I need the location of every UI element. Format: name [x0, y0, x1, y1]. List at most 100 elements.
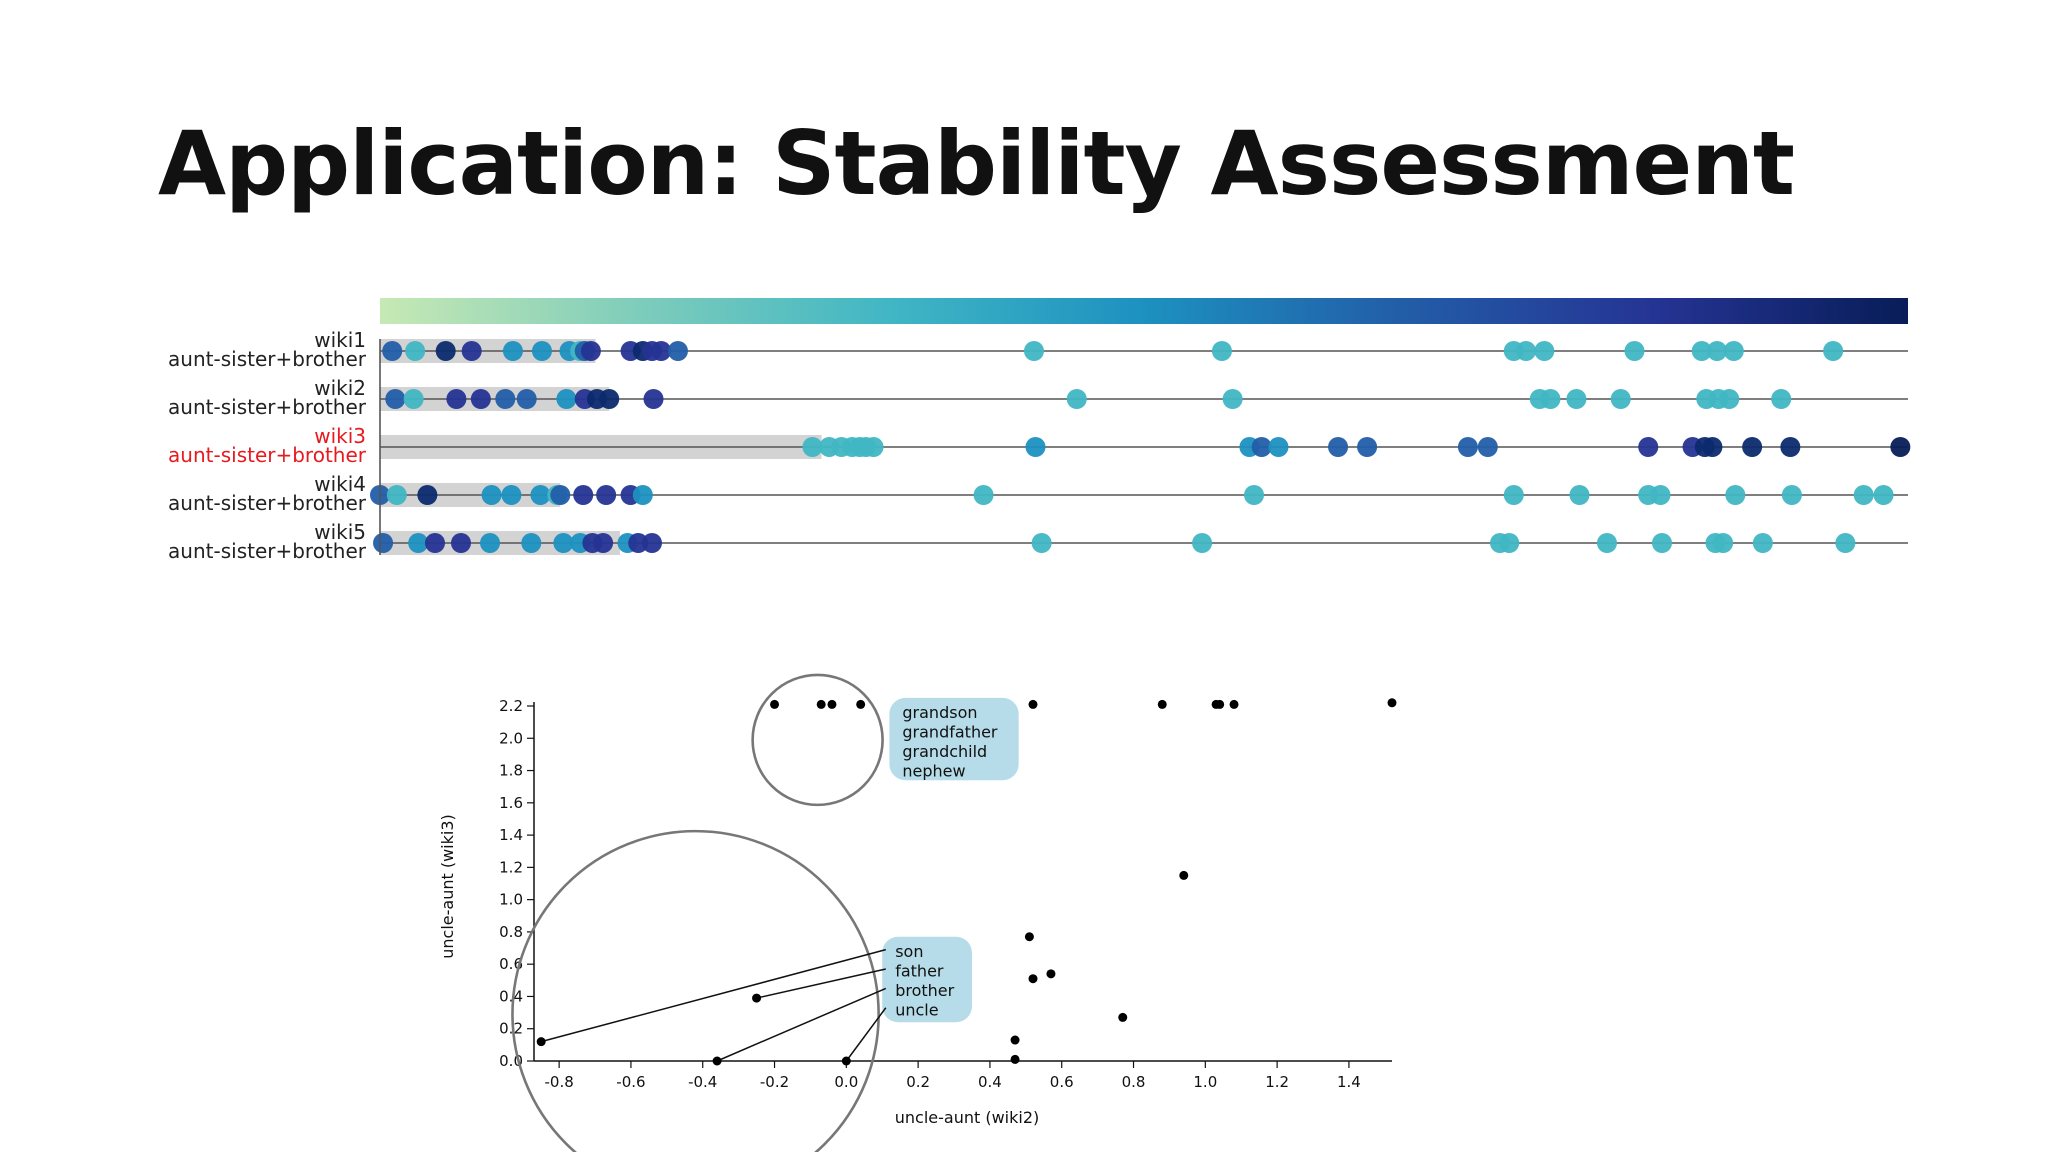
rank-point: [403, 389, 424, 409]
rank-point: [1066, 389, 1087, 409]
rank-point: [1025, 437, 1046, 457]
scatter-point: [816, 699, 826, 709]
rank-point: [481, 485, 502, 505]
rank-point: [1719, 389, 1740, 409]
rank-point: [1540, 389, 1561, 409]
scatter-point: [841, 1056, 851, 1066]
rank-point: [531, 341, 552, 361]
rank-row-sublabel: aunt-sister+brother: [168, 539, 367, 563]
rank-point: [435, 341, 456, 361]
rank-row-name: wiki3: [314, 424, 366, 448]
rank-row-sublabel: aunt-sister+brother: [168, 443, 367, 467]
rank-point: [516, 389, 537, 409]
y-tick-label: 2.0: [499, 729, 523, 747]
scatter-point: [856, 699, 866, 709]
rank-point: [556, 389, 577, 409]
annotation-line: uncle: [895, 1000, 938, 1019]
annotation-line: son: [895, 942, 923, 961]
rank-point: [641, 533, 662, 553]
rank-point: [1357, 437, 1378, 457]
rank-point: [1771, 389, 1792, 409]
scatter-point: [1387, 698, 1397, 708]
annotation-line: grandson: [902, 703, 977, 722]
x-tick-label: 1.2: [1265, 1073, 1289, 1091]
y-tick-label: 1.0: [499, 891, 523, 909]
rank-point: [408, 533, 429, 553]
rank-point: [1031, 533, 1052, 553]
rank-point: [1516, 341, 1536, 361]
annotation-line: brother: [895, 981, 954, 1000]
scatter-point: [1028, 974, 1038, 984]
rank-point: [1566, 389, 1587, 409]
rank-point: [1780, 437, 1801, 457]
rank-point: [1192, 533, 1213, 553]
x-tick-label: 0.6: [1050, 1073, 1074, 1091]
rank-point: [651, 341, 672, 361]
rank-point: [1781, 485, 1802, 505]
rank-point: [1596, 533, 1617, 553]
rank-row-name: wiki5: [314, 520, 366, 544]
rank-point: [1610, 389, 1631, 409]
scatter-point: [1215, 699, 1225, 709]
scatter-point: [752, 993, 762, 1003]
scatter-point: [1024, 932, 1034, 942]
rank-point: [1725, 485, 1746, 505]
rank-point: [417, 485, 438, 505]
leader-line: [756, 968, 886, 999]
rank-point: [973, 485, 994, 505]
rank-point: [580, 341, 601, 361]
rank-point: [1742, 437, 1763, 457]
rank-point: [502, 341, 523, 361]
rank-point: [1713, 533, 1734, 553]
scatter-point: [1118, 1012, 1128, 1022]
annotation-box: [889, 697, 1019, 781]
annotation-line: father: [895, 961, 944, 980]
annotation-line: grandfather: [902, 722, 998, 741]
leader-line: [540, 948, 887, 1043]
rank-point: [1268, 437, 1289, 457]
rank-row-name: wiki2: [314, 376, 366, 400]
rank-point: [480, 533, 501, 553]
rank-point: [1244, 485, 1265, 505]
rank-row-name: wiki1: [314, 328, 366, 352]
x-tick-label: -0.8: [544, 1073, 573, 1091]
slide-title: Application: Stability Assessment: [158, 112, 1795, 215]
annotation-line: grandchild: [902, 742, 987, 761]
rank-point: [382, 341, 403, 361]
x-tick-label: 0.0: [834, 1073, 858, 1091]
rank-row-sublabel: aunt-sister+brother: [168, 347, 367, 371]
rank-point: [1023, 341, 1044, 361]
rank-point: [530, 485, 551, 505]
rank-point: [385, 389, 406, 409]
scatter-point: [1028, 699, 1038, 709]
y-axis-label: uncle-aunt (wiki3): [438, 814, 457, 959]
rank-point: [446, 389, 467, 409]
annotation-line: nephew: [902, 761, 965, 780]
annotation-box: [882, 936, 972, 1023]
y-tick-label: 0.2: [499, 1020, 523, 1038]
scatter-point: [536, 1037, 546, 1047]
rank-point: [1823, 341, 1844, 361]
x-axis-label: uncle-aunt (wiki2): [895, 1108, 1040, 1127]
rank-point: [599, 389, 620, 409]
rank-point: [521, 533, 542, 553]
x-tick-label: 1.4: [1337, 1073, 1361, 1091]
rank-point: [1624, 341, 1645, 361]
rank-point: [1211, 341, 1232, 361]
rank-point: [1222, 389, 1243, 409]
top-cluster-circle: [751, 673, 884, 807]
rank-point: [425, 533, 446, 553]
rank-point: [1853, 485, 1874, 505]
rank-row-sublabel: aunt-sister+brother: [168, 491, 367, 515]
rank-point: [1534, 341, 1555, 361]
rank-point: [1477, 437, 1498, 457]
x-tick-label: 0.8: [1122, 1073, 1146, 1091]
rank-point: [863, 437, 884, 457]
rank-point: [1723, 341, 1744, 361]
scatter-point: [712, 1056, 722, 1066]
rank-point: [501, 485, 522, 505]
scatter-point: [770, 699, 780, 709]
